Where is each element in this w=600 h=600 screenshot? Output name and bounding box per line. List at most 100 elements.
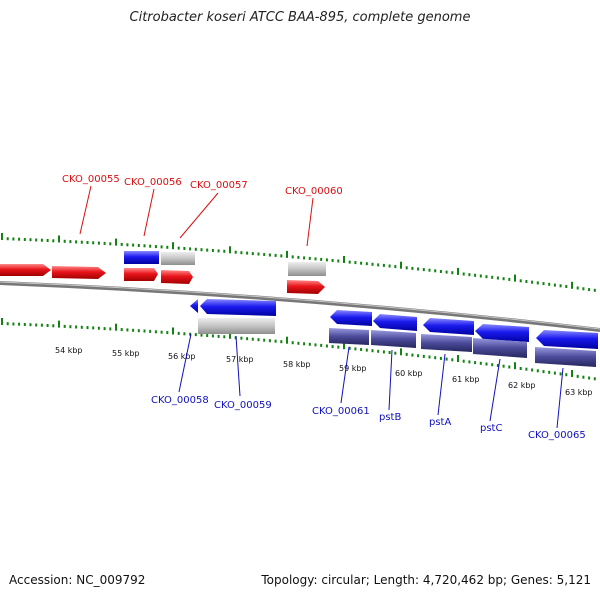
operon-box[interactable] <box>329 328 369 345</box>
tick-minor <box>97 326 100 330</box>
tick-minor <box>474 361 477 365</box>
operon-box[interactable] <box>371 330 416 348</box>
tick-major <box>172 242 174 250</box>
tick-minor <box>246 251 249 255</box>
tick-minor <box>559 284 562 288</box>
gene-arrow-forward[interactable] <box>287 280 325 294</box>
gene-label-bottom[interactable]: CKO_00065 <box>528 430 586 441</box>
tick-minor <box>263 338 266 342</box>
tick-minor <box>12 322 15 326</box>
tick-minor <box>365 262 368 266</box>
tick-minor <box>331 259 334 262</box>
gene-label-top[interactable]: CKO_00057 <box>190 180 248 191</box>
tick-major <box>571 281 573 289</box>
tick-minor <box>40 323 43 327</box>
gene-label-top[interactable]: CKO_00055 <box>62 174 120 185</box>
tick-minor <box>263 253 266 256</box>
gene-label-bottom[interactable]: CKO_00061 <box>312 406 370 417</box>
tick-minor <box>588 288 591 292</box>
tick-minor <box>160 330 163 334</box>
tick-minor <box>86 326 89 330</box>
operon-box[interactable] <box>535 347 596 367</box>
tick-minor <box>223 249 226 253</box>
tick-minor <box>166 331 169 335</box>
tick-minor <box>382 263 385 267</box>
tick-minor <box>320 257 323 261</box>
tick-minor <box>132 243 135 247</box>
tick-minor <box>377 263 380 267</box>
gene-arrow-reverse[interactable] <box>200 299 276 316</box>
gene-arrow-reverse[interactable] <box>475 324 529 342</box>
label-leader <box>556 367 564 429</box>
gene-label-top[interactable]: CKO_00060 <box>285 186 343 197</box>
tick-minor <box>417 267 420 271</box>
gene-arrow-forward[interactable] <box>0 264 51 276</box>
tick-minor <box>251 337 254 341</box>
tick-major <box>514 362 516 370</box>
tick-minor <box>593 377 596 381</box>
tick-minor <box>160 245 163 249</box>
tick-minor <box>46 239 49 242</box>
tick-minor <box>531 368 534 372</box>
tick-minor <box>565 373 568 377</box>
tick-minor <box>234 250 237 254</box>
label-leader <box>79 185 92 235</box>
tick-minor <box>479 274 482 278</box>
gene-label-bottom[interactable]: pstA <box>429 417 451 428</box>
gene-arrow-forward[interactable] <box>161 270 193 284</box>
label-leader <box>143 188 155 237</box>
gene-box-forward-grey[interactable] <box>288 262 326 276</box>
tick-minor <box>126 243 129 247</box>
gene-label-top[interactable]: CKO_00056 <box>124 177 182 188</box>
gene-arrow-reverse[interactable] <box>536 330 598 349</box>
gene-label-bottom[interactable]: pstC <box>480 423 502 434</box>
tick-minor <box>468 360 471 364</box>
gene-arrow-reverse[interactable] <box>330 310 372 326</box>
operon-box[interactable] <box>473 338 527 358</box>
tick-major <box>172 327 174 335</box>
tick-minor <box>451 271 454 275</box>
tick-minor <box>337 259 340 263</box>
tick-minor <box>109 327 112 331</box>
tick-minor <box>411 266 414 270</box>
accession-text: Accession: NC_009792 <box>9 573 146 587</box>
tick-minor <box>12 237 15 241</box>
gene-box-reverse-grey[interactable] <box>198 318 275 334</box>
tick-minor <box>268 339 271 343</box>
tick-minor <box>559 372 562 376</box>
gene-label-bottom[interactable]: CKO_00058 <box>151 395 209 406</box>
gene-arrow-forward[interactable] <box>124 268 158 281</box>
tick-minor <box>485 362 488 366</box>
tick-minor <box>485 275 488 279</box>
tick-minor <box>348 346 351 350</box>
genome-summary-text: Topology: circular; Length: 4,720,462 bp… <box>261 573 591 587</box>
tick-minor <box>6 237 9 241</box>
gene-box-forward-grey[interactable] <box>161 252 195 265</box>
tick-minor <box>496 276 499 280</box>
gene-label-bottom[interactable]: pstB <box>379 412 401 423</box>
tick-minor <box>354 347 357 351</box>
gene-box-forward-highlight[interactable] <box>124 251 159 264</box>
tick-minor <box>388 351 391 354</box>
tick-minor <box>542 282 545 286</box>
tick-minor <box>280 254 283 258</box>
gene-label-bottom[interactable]: CKO_00059 <box>214 400 272 411</box>
tick-minor <box>462 359 465 363</box>
gene-arrow-reverse[interactable] <box>373 314 417 331</box>
tick-minor <box>377 349 380 353</box>
tick-minor <box>223 335 226 339</box>
tick-minor <box>143 329 146 333</box>
operon-box[interactable] <box>421 334 472 352</box>
gene-arrow-forward[interactable] <box>52 266 106 279</box>
tick-minor <box>40 238 43 242</box>
gene-arrow-reverse[interactable] <box>423 318 474 335</box>
tick-minor <box>35 323 38 327</box>
genome-backbone-highlight <box>0 281 600 330</box>
tick-minor <box>291 255 294 259</box>
tick-minor <box>63 324 66 328</box>
tick-minor <box>52 239 55 243</box>
tick-minor <box>257 338 260 342</box>
gene-arrow-reverse[interactable] <box>190 299 198 313</box>
tick-minor <box>434 356 437 360</box>
